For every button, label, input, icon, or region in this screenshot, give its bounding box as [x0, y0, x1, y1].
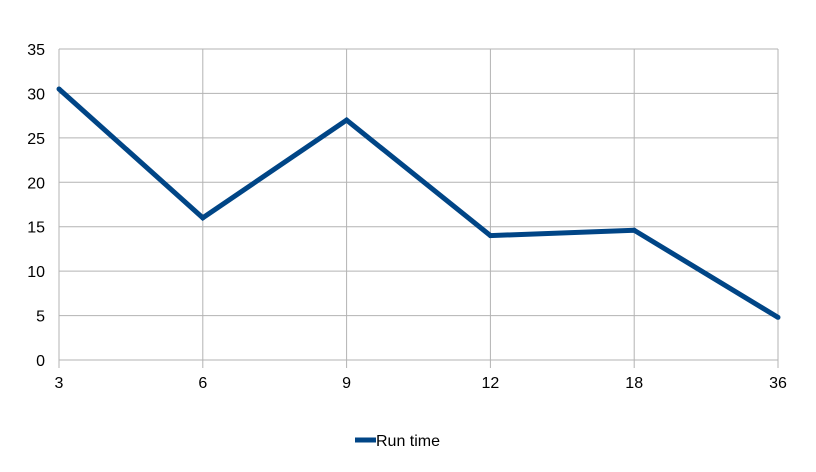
legend-label: Run time: [376, 433, 440, 450]
grid: [58, 48, 779, 368]
data-point: [487, 233, 493, 239]
y-tick-label: 15: [27, 220, 45, 237]
y-tick-label: 30: [27, 86, 45, 103]
data-point: [56, 86, 62, 92]
x-tick-label: 18: [625, 375, 643, 392]
x-tick-label: 12: [482, 375, 500, 392]
series-layer: [56, 86, 781, 320]
data-point: [775, 314, 781, 320]
y-axis-ticks: 0 5 10 15 20 25 30 35: [27, 42, 45, 370]
y-tick-label: 35: [27, 42, 45, 59]
y-tick-label: 0: [36, 353, 45, 370]
x-tick-label: 6: [198, 375, 207, 392]
y-tick-label: 20: [27, 175, 45, 192]
legend: Run time: [355, 433, 440, 450]
y-tick-label: 25: [27, 131, 45, 148]
x-tick-label: 3: [55, 375, 64, 392]
y-tick-label: 5: [36, 309, 45, 326]
series-line: [57, 87, 780, 320]
data-point: [200, 215, 206, 221]
y-tick-label: 10: [27, 264, 45, 281]
data-point: [631, 227, 637, 233]
x-tick-label: 9: [342, 375, 351, 392]
data-point: [344, 117, 350, 123]
x-tick-label: 36: [769, 375, 787, 392]
x-axis-ticks: 3 6 9 12 18 36: [55, 375, 787, 392]
